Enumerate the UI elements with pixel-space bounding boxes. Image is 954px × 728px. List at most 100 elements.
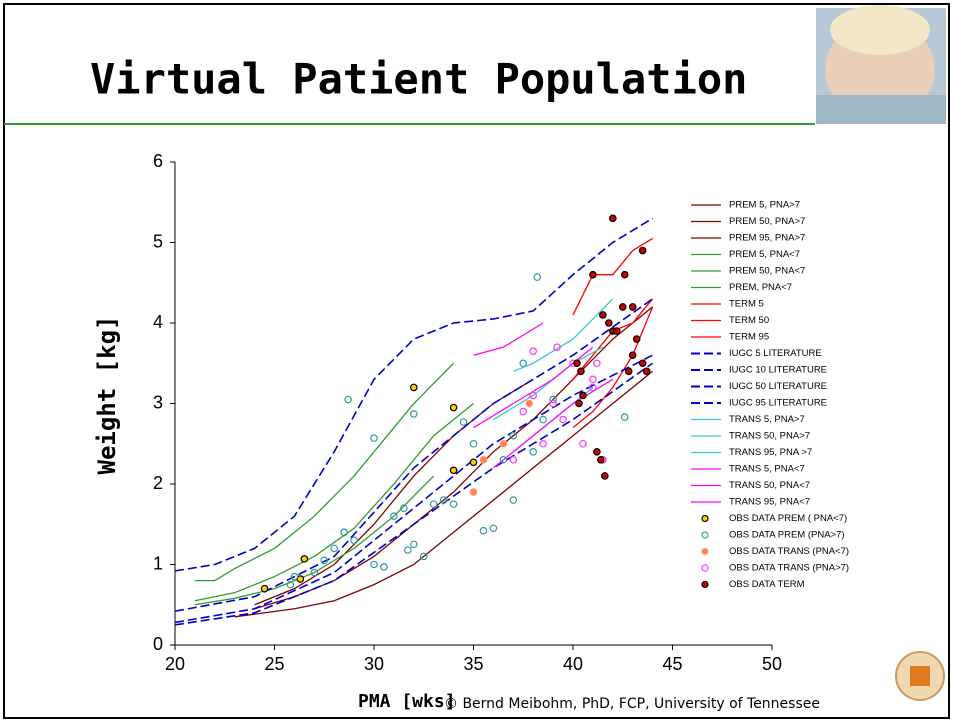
data-point xyxy=(549,395,557,404)
data-point xyxy=(529,347,538,355)
slide-title: Virtual Patient Population xyxy=(90,55,747,104)
y-axis-label: Weight [kg] xyxy=(93,316,121,475)
series-line xyxy=(473,346,594,429)
legend-label: TRANS 95, PNA<7 xyxy=(729,497,810,508)
data-point xyxy=(601,472,609,480)
logo xyxy=(895,651,945,701)
series-line xyxy=(174,362,654,626)
y-tick-label: 5 xyxy=(153,231,163,251)
data-point xyxy=(549,399,557,408)
legend-label: IUGC 5 LITERATURE xyxy=(729,348,822,359)
data-point xyxy=(469,458,478,467)
data-point xyxy=(618,303,627,311)
data-point xyxy=(628,303,637,311)
data-point xyxy=(559,415,567,424)
data-point xyxy=(404,546,412,554)
legend-label: OBS DATA TRANS (PNA<7) xyxy=(729,546,849,557)
data-point xyxy=(525,399,534,408)
legend-marker xyxy=(701,514,709,523)
legend-label: PREM, PNA<7 xyxy=(729,282,792,293)
legend-label: IUGC 50 LITERATURE xyxy=(729,381,827,392)
legend-marker xyxy=(701,564,709,572)
data-point xyxy=(499,456,508,464)
data-point xyxy=(290,572,299,581)
data-point xyxy=(575,399,583,408)
data-point xyxy=(605,319,613,327)
data-point xyxy=(533,273,541,281)
x-tick-label: 40 xyxy=(563,654,583,674)
data-point xyxy=(350,536,358,545)
data-point xyxy=(509,496,518,504)
data-point xyxy=(489,524,498,533)
data-point xyxy=(553,343,561,351)
series-line xyxy=(174,354,653,624)
data-point xyxy=(479,456,488,464)
legend-label: PREM 5, PNA>7 xyxy=(729,200,800,211)
x-tick-label: 20 xyxy=(165,654,185,674)
legend-label: PREM 95, PNA>7 xyxy=(729,233,805,244)
data-point xyxy=(286,580,295,589)
data-point xyxy=(599,311,607,319)
data-point xyxy=(300,555,309,563)
legend-label: PREM 5, PNA<7 xyxy=(729,249,800,260)
x-tick-label: 25 xyxy=(264,654,284,674)
legend-label: PREM 50, PNA<7 xyxy=(729,266,805,277)
legend-label: TRANS 5, PNA>7 xyxy=(729,414,805,425)
x-tick-label: 50 xyxy=(762,654,782,674)
series-line xyxy=(194,362,455,582)
data-point xyxy=(589,270,597,279)
data-point xyxy=(310,568,319,577)
data-point xyxy=(593,447,601,456)
data-point xyxy=(620,413,629,421)
data-point xyxy=(469,439,478,448)
slide-border xyxy=(3,3,950,719)
data-point xyxy=(409,540,418,549)
data-point xyxy=(638,359,647,368)
data-point xyxy=(579,439,587,448)
data-point xyxy=(449,500,458,508)
series-line xyxy=(194,475,435,606)
legend-label: TRANS 5, PNA<7 xyxy=(729,464,805,475)
legend-label: TRANS 50, PNA<7 xyxy=(729,480,810,491)
series-line xyxy=(234,370,654,618)
legend-label: TERM 5 xyxy=(729,299,764,310)
data-point xyxy=(593,359,601,368)
data-point xyxy=(612,327,621,335)
data-point xyxy=(529,391,538,400)
data-point xyxy=(539,439,547,448)
data-point xyxy=(597,456,605,464)
legend-label: OBS DATA PREM ( PNA<7) xyxy=(729,513,847,524)
legend-label: PREM 50, PNA>7 xyxy=(729,216,805,227)
series-line xyxy=(254,306,654,610)
x-tick-label: 45 xyxy=(662,654,682,674)
data-point xyxy=(459,418,468,426)
data-point xyxy=(344,395,352,404)
data-point xyxy=(260,584,269,593)
data-point xyxy=(638,246,647,255)
data-point xyxy=(509,456,518,464)
data-point xyxy=(449,403,458,412)
photo-hair xyxy=(830,5,930,55)
series-line xyxy=(572,237,653,316)
data-point xyxy=(370,560,378,569)
data-point xyxy=(449,466,458,475)
x-axis-label: PMA [wks] xyxy=(358,691,456,712)
data-point xyxy=(439,496,448,504)
data-point xyxy=(499,439,508,448)
data-point xyxy=(519,407,528,416)
data-point xyxy=(539,415,547,424)
series-line xyxy=(513,298,614,372)
legend-label: TRANS 95, PNA >7 xyxy=(729,447,812,458)
data-point xyxy=(479,526,488,535)
logo-mark xyxy=(910,666,930,686)
x-tick-label: 30 xyxy=(364,654,384,674)
legend-label: OBS DATA PREM (PNA>7) xyxy=(729,530,845,541)
data-point xyxy=(642,367,651,376)
series-line xyxy=(194,402,474,602)
legend-marker xyxy=(701,580,709,589)
legend-label: IUGC 95 LITERATURE xyxy=(729,398,827,409)
legend-label: TRANS 50, PNA>7 xyxy=(729,431,810,442)
series-line xyxy=(174,217,654,572)
data-point xyxy=(628,351,637,360)
